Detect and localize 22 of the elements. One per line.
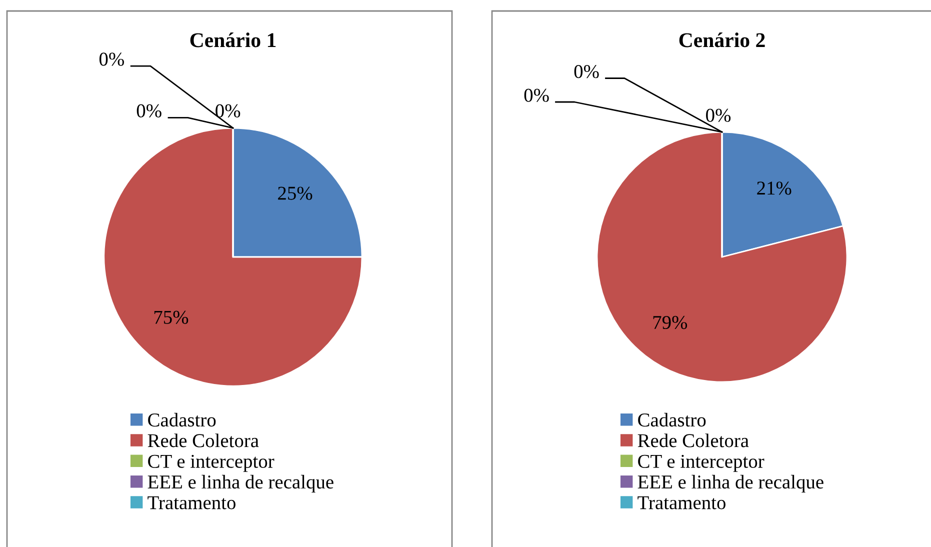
legend-label: Rede Coletora xyxy=(638,434,749,448)
text: 0% xyxy=(99,52,124,66)
legend-label: Cadastro xyxy=(638,412,706,427)
text: 0% xyxy=(524,88,549,102)
legend-label: Rede Coletora xyxy=(148,434,259,448)
data-label: 79% xyxy=(653,316,688,330)
data-label: 25% xyxy=(278,186,312,200)
text: 0% xyxy=(216,104,240,118)
legend-label: EEE e linha de recalque xyxy=(148,474,334,493)
data-label: 75% xyxy=(154,310,188,324)
legend-label: Tratamento xyxy=(148,496,236,510)
legend-label: EEE e linha de recalque xyxy=(638,474,824,493)
chart-title: Cenário 2 xyxy=(679,32,765,48)
legend-label: CT e interceptor xyxy=(638,454,764,472)
text: 0% xyxy=(574,64,599,78)
text: 0% xyxy=(136,104,162,118)
data-label: 21% xyxy=(757,182,792,195)
legend-label: CT e interceptor xyxy=(148,454,274,472)
text: 0% xyxy=(706,108,731,122)
legend-label: Cadastro xyxy=(148,412,216,427)
chart-title: Cenário 1 xyxy=(190,32,276,48)
legend-label: Tratamento xyxy=(638,496,726,510)
